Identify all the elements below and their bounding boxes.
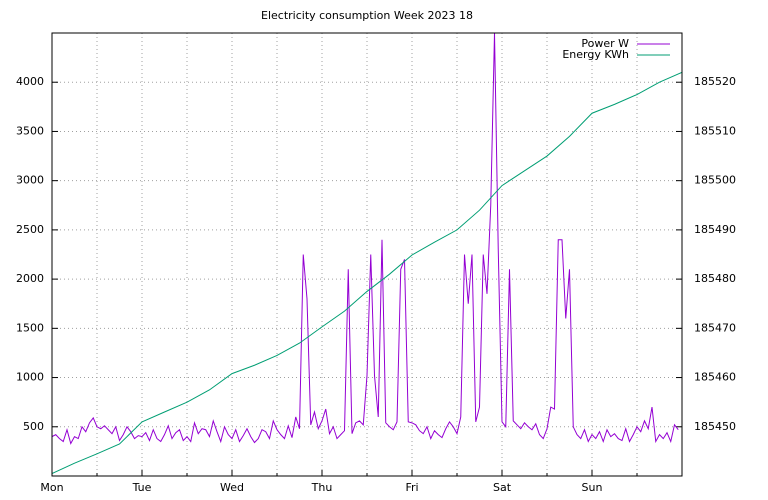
y-tick-label: 3500 xyxy=(16,124,44,137)
chart-title: Electricity consumption Week 2023 18 xyxy=(261,9,473,22)
y2-tick-label: 185510 xyxy=(694,124,736,137)
y2-tick-label: 185480 xyxy=(694,272,736,285)
plot-border xyxy=(51,32,683,477)
y-tick-label: 1000 xyxy=(16,371,44,384)
series-line xyxy=(52,71,682,474)
y-tick-label: 1500 xyxy=(16,321,44,334)
x-tick-label: Tue xyxy=(132,481,152,494)
y-tick-label: 3000 xyxy=(16,174,44,187)
y2-tick-label: 185500 xyxy=(694,174,736,187)
x-tick-label: Wed xyxy=(220,481,244,494)
legend-label: Energy KWh xyxy=(562,48,629,61)
x-tick-label: Sun xyxy=(582,481,603,494)
x-tick-label: Thu xyxy=(311,481,333,494)
y-tick-label: 500 xyxy=(23,420,44,433)
x-tick-label: Mon xyxy=(40,481,63,494)
x-tick-label: Fri xyxy=(405,481,418,494)
legend-label: Power W xyxy=(581,37,629,50)
y2-tick-label: 185450 xyxy=(694,420,736,433)
x-tick-label: Sat xyxy=(493,481,512,494)
y2-tick-label: 185460 xyxy=(694,371,736,384)
y2-tick-label: 185520 xyxy=(694,75,736,88)
y2-tick-label: 185470 xyxy=(694,321,736,334)
y-tick-label: 4000 xyxy=(16,75,44,88)
y-tick-label: 2500 xyxy=(16,223,44,236)
y2-tick-label: 185490 xyxy=(694,223,736,236)
y-tick-label: 2000 xyxy=(16,272,44,285)
series-line xyxy=(52,33,679,445)
